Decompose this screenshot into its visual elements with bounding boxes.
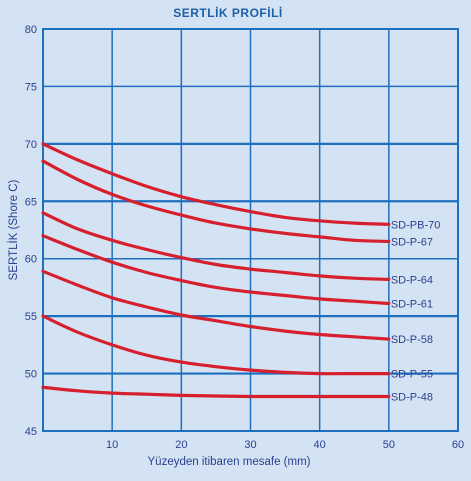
series-label-sd-p-61: SD-P-61 xyxy=(391,299,433,311)
x-tick-label: 10 xyxy=(106,439,118,451)
series-line-sd-p-48 xyxy=(41,385,391,399)
series-label-sd-p-64: SD-P-64 xyxy=(391,274,433,286)
y-tick-label: 65 xyxy=(25,196,37,208)
y-tick-label: 75 xyxy=(25,81,37,93)
y-tick-label: 80 xyxy=(25,24,37,36)
x-tick-label: 60 xyxy=(452,439,464,451)
y-tick-label: 70 xyxy=(25,139,37,151)
series-line-sd-p-58 xyxy=(41,269,391,341)
x-tick-label: 40 xyxy=(314,439,326,451)
y-tick-label: 50 xyxy=(25,369,37,381)
y-axis-label: SERTLİK (Shore C) xyxy=(7,179,20,280)
x-axis-ticks: 10 20 30 40 50 60 xyxy=(106,439,464,451)
series-line-sd-p-55 xyxy=(41,314,391,376)
series-label-sd-pb-70: SD-PB-70 xyxy=(391,219,441,231)
series-lines xyxy=(41,142,391,399)
series-line-sd-p-67 xyxy=(41,159,391,244)
series-label-sd-p-48: SD-P-48 xyxy=(391,392,433,404)
chart-title: SERTLİK PROFİLİ xyxy=(173,5,283,20)
series-label-sd-p-58: SD-P-58 xyxy=(391,334,433,346)
x-tick-label: 50 xyxy=(383,439,395,451)
series-line-sd-p-64 xyxy=(41,211,391,281)
series-line-sd-p-61 xyxy=(41,234,391,306)
y-tick-label: 45 xyxy=(25,426,37,438)
series-labels: SD-PB-70 SD-P-67 SD-P-64 SD-P-61 SD-P-58 SD-P… xyxy=(391,219,441,403)
y-tick-label: 55 xyxy=(25,311,37,323)
series-label-sd-p-55: SD-P-55 xyxy=(391,369,433,381)
series-line-sd-pb-70 xyxy=(41,142,391,226)
y-axis-ticks: 45 50 55 60 65 70 75 80 xyxy=(25,24,37,438)
x-tick-label: 20 xyxy=(175,439,187,451)
series-label-sd-p-67: SD-P-67 xyxy=(391,236,433,248)
x-tick-label: 30 xyxy=(244,439,256,451)
y-tick-label: 60 xyxy=(25,254,37,266)
x-axis-label: Yüzeyden itibaren mesafe (mm) xyxy=(148,456,311,468)
